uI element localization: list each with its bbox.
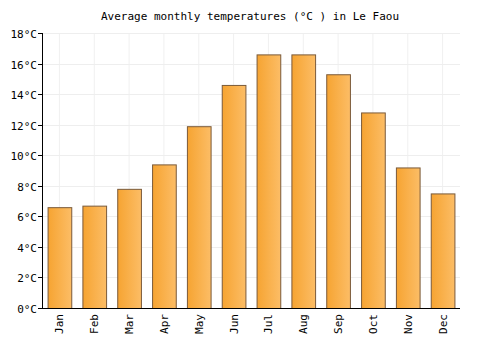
bar <box>327 75 351 308</box>
grid-line <box>42 125 460 126</box>
y-axis <box>42 33 43 308</box>
x-tick-label: May <box>193 314 206 334</box>
tick <box>38 125 42 126</box>
bar <box>153 165 177 308</box>
y-tick-label: 12°C <box>11 120 38 133</box>
y-tick-label: 4°C <box>17 242 37 255</box>
bar <box>292 55 316 308</box>
x-tick-label: Nov <box>402 314 415 334</box>
y-tick-label: 10°C <box>11 150 38 163</box>
tick <box>38 247 42 248</box>
y-tick-label: 14°C <box>11 89 38 102</box>
tick <box>38 186 42 187</box>
tick <box>38 277 42 278</box>
x-tick-label: Oct <box>367 314 380 334</box>
tick <box>38 308 42 309</box>
bar <box>257 55 281 308</box>
x-tick-label: Jan <box>53 314 66 334</box>
x-tick-label: Jul <box>262 314 275 334</box>
y-tick-label: 18°C <box>11 28 38 41</box>
tick <box>38 33 42 34</box>
x-tick-label: Dec <box>437 314 450 334</box>
x-tick-label: Feb <box>88 314 101 334</box>
bar <box>431 194 455 308</box>
bars <box>48 55 455 308</box>
y-tick-label: 8°C <box>17 181 37 194</box>
tick <box>38 216 42 217</box>
grid-line <box>42 155 460 156</box>
tick <box>38 155 42 156</box>
bar <box>396 168 420 308</box>
grid-line <box>42 94 460 95</box>
tick <box>38 64 42 65</box>
bar <box>83 206 107 308</box>
y-tick-label: 2°C <box>17 272 37 285</box>
x-tick-label: Jun <box>228 314 241 334</box>
bar <box>118 189 142 308</box>
bar <box>187 127 211 308</box>
x-tick-label: Aug <box>297 314 310 334</box>
title: Average monthly temperatures (°C ) in Le… <box>101 10 399 23</box>
x-tick-label: Apr <box>158 314 171 334</box>
x-tick-label: Mar <box>123 314 136 334</box>
grid-line <box>42 33 460 34</box>
x-tick-label: Sep <box>332 314 345 334</box>
grid-line <box>42 308 460 309</box>
bar <box>48 208 72 308</box>
grid-line <box>42 64 460 65</box>
tick <box>38 94 42 95</box>
bar <box>362 113 386 308</box>
y-tick-label: 6°C <box>17 211 37 224</box>
bar <box>222 85 246 308</box>
chart: Average monthly temperatures (°C ) in Le… <box>0 0 500 350</box>
x-axis <box>42 308 460 309</box>
y-tick-label: 0°C <box>17 303 37 316</box>
y-tick-label: 16°C <box>11 59 38 72</box>
